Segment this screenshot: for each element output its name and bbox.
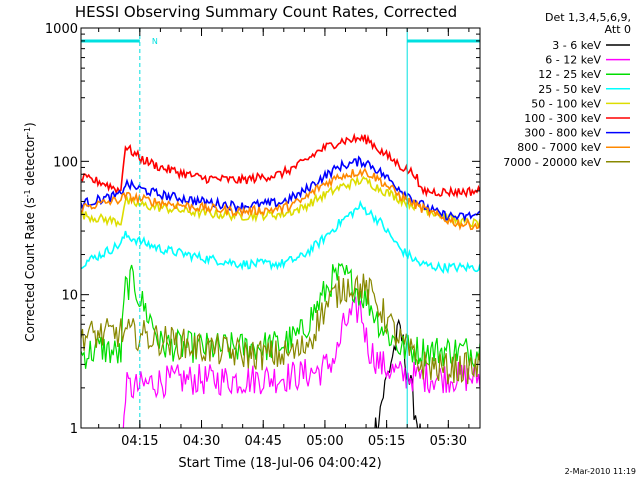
y-axis-label-part: Corrected Count Rate (s [23,197,37,341]
legend-header: Att 0 [605,23,631,36]
x-tick-label: 04:30 [183,434,220,449]
y-tick-label: 10 [61,289,78,304]
series-100-300-kev [81,132,480,199]
legend-label: 800 - 7000 keV [517,141,601,154]
plot-frame [80,27,481,429]
y-tick-label: 100 [53,155,78,170]
series-line [81,132,480,199]
y-axis-label-part: ) [23,122,37,127]
x-tick-label: 04:15 [121,434,158,449]
series-line [81,175,480,229]
x-axis-label: Start Time (18-Jul-06 04:00:42) [178,456,381,471]
y-axis-label-part: -1 [23,127,32,135]
legend-label: 3 - 6 keV [552,39,601,52]
series-25-50-kev [81,199,480,275]
series-line [81,262,480,369]
legend-label: 100 - 300 keV [524,112,601,125]
legend-label: 12 - 25 keV [538,68,601,81]
series-line [81,167,480,231]
series-layer [81,132,480,428]
series-3-6-kev [374,318,421,428]
legend-label: 50 - 100 keV [531,97,601,110]
y-axis-label-part: -1 [23,189,32,197]
footer-date: 2-Mar-2010 11:19 [565,467,636,476]
series-line [122,296,480,428]
legend-label: 7000 - 20000 keV [503,156,601,169]
series-line [81,155,480,223]
legend-label: 6 - 12 keV [545,54,601,67]
series-50-100-kev [81,175,480,229]
series-12-25-kev [81,262,480,369]
series-6-12-kev [122,296,480,428]
y-tick-label: 1000 [45,22,78,37]
y-axis-label-part: detector [23,135,37,190]
legend: Det 1,3,4,5,6,9,Att 0 3 - 6 keV 6 - 12 keV… [503,11,631,169]
series-7000-20000-kev [81,273,480,385]
legend-header: Det 1,3,4,5,6,9, [545,11,631,24]
y-tick-label: 1 [70,422,78,437]
series-line [81,273,480,385]
x-tick-label: 05:30 [430,434,467,449]
axes: 1 10 100 1000 04:15 04:30 04:45 05:00 05:15 05:30 [45,22,481,449]
series-300-800-kev [81,155,480,223]
x-tick-label: 05:00 [306,434,343,449]
night-label: N [152,37,158,46]
chart-title: HESSI Observing Summary Count Rates, Cor… [75,3,457,21]
series-800-7000-kev [81,167,480,231]
legend-label: 25 - 50 keV [538,83,601,96]
x-tick-label: 05:15 [368,434,405,449]
y-axis-label: Corrected Count Rate (s-1 detector-1) [23,122,38,341]
series-line [81,199,480,275]
series-line [374,318,421,428]
x-tick-label: 04:45 [244,434,281,449]
legend-label: 300 - 800 keV [524,127,601,140]
